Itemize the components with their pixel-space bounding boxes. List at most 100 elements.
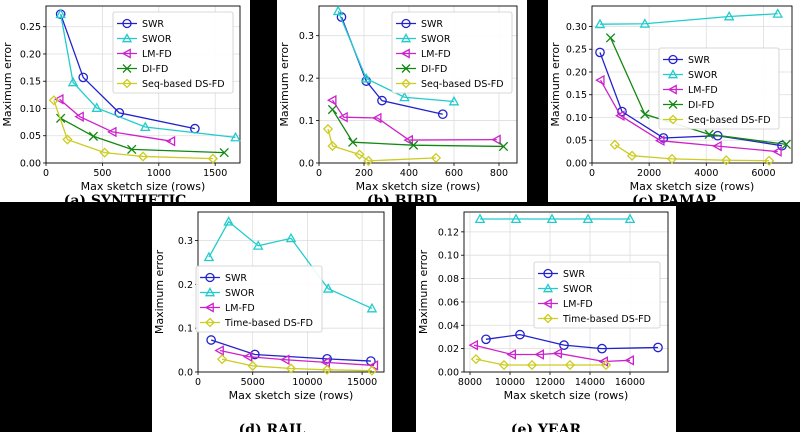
bibd-y-axis-label: Maximum error (278, 42, 291, 127)
year-data-point (597, 343, 607, 354)
bibd-data-point (327, 140, 338, 152)
synthetic-legend-marker (121, 48, 131, 59)
year-legend-marker (542, 298, 552, 309)
pamap-legend-label: SWOR (688, 70, 718, 81)
synthetic-data-point (207, 153, 219, 164)
bibd-x-tick-label: 800 (490, 168, 508, 179)
rail-x-tick-label: 15000 (347, 377, 377, 388)
pamap-y-axis-label: Maximum error (549, 42, 562, 127)
year-y-tick-label: 0.00 (438, 368, 459, 379)
pamap-data-point (594, 18, 606, 29)
rail-data-point (250, 349, 260, 360)
year-y-axis-label: Maximum error (417, 249, 430, 334)
synthetic-x-axis-label: Max sketch size (rows) (81, 180, 206, 193)
bibd-series-di-fd (327, 104, 509, 152)
panel-a: 0 500 1000 1500 0.00 0.05 0.10 0.15 0.20 0.25 Max … (0, 0, 250, 202)
rail-legend-marker (204, 287, 216, 297)
bibd-x-tick-label: 400 (400, 168, 418, 179)
bibd-data-point (327, 104, 338, 115)
synthetic-data-point (88, 131, 99, 141)
synthetic-legend-label: SWOR (142, 34, 172, 45)
rail-data-point (321, 364, 333, 375)
synthetic-data-point (62, 134, 73, 145)
pamap-legend-label: LM-FD (688, 85, 718, 96)
pamap-legend-label: Seq-based DS-FD (688, 115, 771, 126)
year-data-point (526, 359, 538, 371)
panel-b: 0 200 400 600 800 0.0 0.1 0.2 0.3 Max sketch size… (277, 0, 527, 202)
bibd-data-point (348, 137, 358, 147)
year-legend: SWR SWOR LM-FD Time-based DS-FD (533, 261, 661, 329)
panel-e: 8000 10000 12000 14000 16000 0.00 0.02 0.04 0.06… (416, 206, 676, 432)
synthetic-data-point (78, 72, 89, 83)
rail-y-tick-label: 0.2 (178, 280, 193, 291)
synthetic-legend: SWR SWOR LM-FD DI-FD Seq-based DS-FD (112, 11, 234, 94)
bibd-data-point (437, 109, 448, 120)
year-data-point (559, 340, 569, 350)
bibd-legend-marker (400, 48, 410, 59)
year-data-point (510, 213, 522, 224)
pamap-data-point (723, 10, 735, 21)
bibd-y-tick-label: 0.0 (299, 159, 314, 170)
rail-series-line (210, 339, 371, 362)
year-data-point (624, 355, 635, 366)
bibd-x-tick-label: 0 (316, 168, 322, 179)
year-data-point (468, 339, 479, 351)
synthetic-legend-marker (122, 64, 132, 73)
pamap-legend-marker (668, 114, 678, 125)
year-legend-box (533, 261, 661, 329)
year-data-point (534, 349, 545, 360)
rail-legend-marker (205, 317, 215, 328)
pamap-x-axis-label: Max sketch size (rows) (630, 180, 755, 193)
synthetic-y-tick-label: 0.20 (20, 49, 41, 60)
pamap-data-point (640, 109, 650, 119)
synthetic-series-line (60, 117, 225, 154)
caption-year: (e) YEAR (510, 422, 582, 432)
bibd-legend-label: Seq-based DS-FD (421, 79, 504, 90)
bibd-series-line (337, 10, 455, 103)
panel-d: 0 5000 10000 15000 0.0 0.1 0.2 0.3 Max sketch si… (152, 206, 392, 432)
pamap-series-swor (594, 8, 784, 29)
bibd-data-point (360, 73, 372, 83)
bibd-data-point (338, 111, 348, 123)
pamap-y-tick-label: 0.05 (566, 136, 587, 147)
rail-series-swor (203, 216, 378, 313)
synthetic-data-point (91, 102, 103, 112)
caption-rail: (d) RAIL (238, 422, 306, 432)
bibd-data-point (399, 91, 410, 102)
rail-data-point (279, 354, 290, 366)
synthetic-series-line (53, 100, 213, 160)
bibd-legend-box (391, 11, 513, 94)
bibd-legend-marker (401, 78, 411, 89)
pamap-data-point (764, 155, 775, 166)
bibd-series-seq-based-ds-fd (322, 123, 442, 166)
synthetic-data-point (67, 76, 79, 87)
rail-data-point (203, 251, 215, 262)
rail-y-tick-label: 0.0 (178, 368, 193, 379)
synthetic-data-point (230, 131, 241, 142)
synthetic-x-tick-label: 1000 (147, 168, 171, 179)
bibd-axes-frame (318, 5, 518, 164)
rail-x-axis-label: Max sketch size (rows) (229, 389, 354, 402)
panel-c: 0 2000 4000 6000 0.00 0.05 0.10 0.15 0.20 0.25 0.3… (548, 0, 800, 202)
rail-data-point (322, 283, 334, 293)
rail-data-point (320, 357, 331, 368)
synthetic-data-point (48, 95, 60, 106)
synthetic-data-point (107, 126, 117, 138)
synthetic-legend-marker (122, 18, 132, 29)
bibd-x-axis-label: Max sketch size (rows) (356, 180, 481, 193)
year-legend-marker (543, 268, 553, 279)
synthetic-legend-label: Seq-based DS-FD (142, 79, 225, 90)
year-data-point (564, 359, 576, 371)
pamap-y-tick-label: 0.00 (566, 159, 587, 170)
bibd-data-point (498, 141, 509, 152)
year-data-point (474, 213, 486, 224)
year-x-tick-label: 12000 (535, 377, 565, 388)
bibd-legend-label: LM-FD (421, 49, 451, 60)
bibd-legend-label: SWR (421, 19, 443, 30)
bibd-data-point (326, 94, 337, 106)
bibd-y-tick-label: 0.3 (299, 31, 314, 42)
pamap-data-point (772, 8, 784, 18)
synthetic-data-point (137, 151, 149, 162)
rail-x-tick-label: 0 (195, 377, 201, 388)
year-legend-label: SWOR (563, 284, 593, 295)
